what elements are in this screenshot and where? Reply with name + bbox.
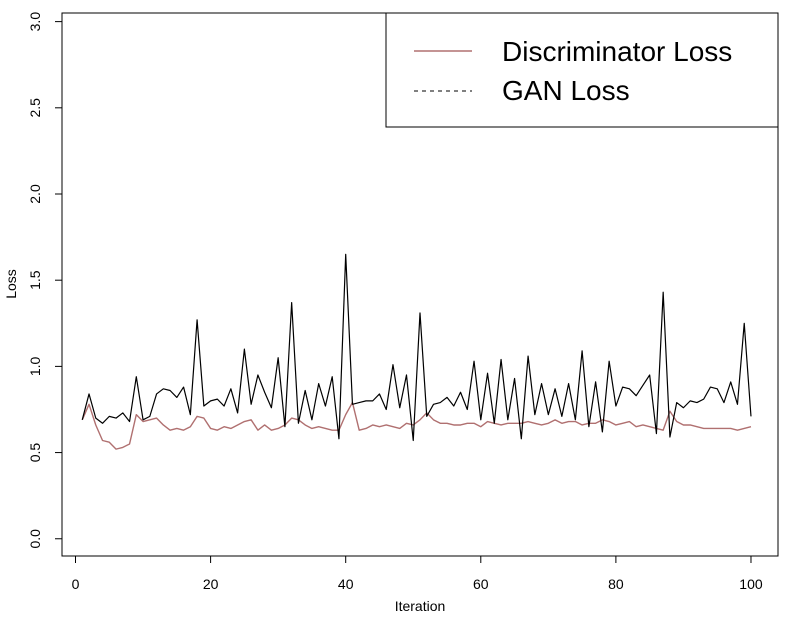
series-layer	[81, 253, 752, 450]
x-tick-label: 40	[338, 576, 354, 592]
x-tick-label: 100	[739, 576, 763, 592]
x-tick-label: 80	[608, 576, 624, 592]
legend: Discriminator Loss GAN Loss	[385, 12, 779, 128]
x-tick-label: 0	[72, 576, 80, 592]
y-tick-label: 2.5	[27, 98, 43, 118]
y-tick-label: 1.0	[27, 356, 43, 376]
y-tick-label: 2.0	[27, 184, 43, 204]
x-tick-label: 20	[203, 576, 219, 592]
series-line-discriminator-loss	[81, 401, 752, 450]
y-axis-title: Loss	[3, 269, 19, 299]
series-line-gan-loss	[81, 253, 752, 442]
legend-box	[385, 12, 779, 128]
x-axis: 0 20 40 60 80 100	[72, 555, 763, 592]
legend-label-gan-loss: GAN Loss	[502, 75, 630, 106]
x-tick-label: 60	[473, 576, 489, 592]
x-axis-title: Iteration	[395, 598, 446, 614]
legend-label-discriminator-loss: Discriminator Loss	[502, 36, 732, 67]
y-tick-label: 3.0	[27, 12, 43, 32]
y-tick-label: 0.0	[27, 529, 43, 549]
y-tick-label: 0.5	[27, 443, 43, 463]
y-tick-label: 1.5	[27, 270, 43, 290]
y-axis: 0.0 0.5 1.0 1.5 2.0 2.5 3.0	[27, 12, 63, 549]
